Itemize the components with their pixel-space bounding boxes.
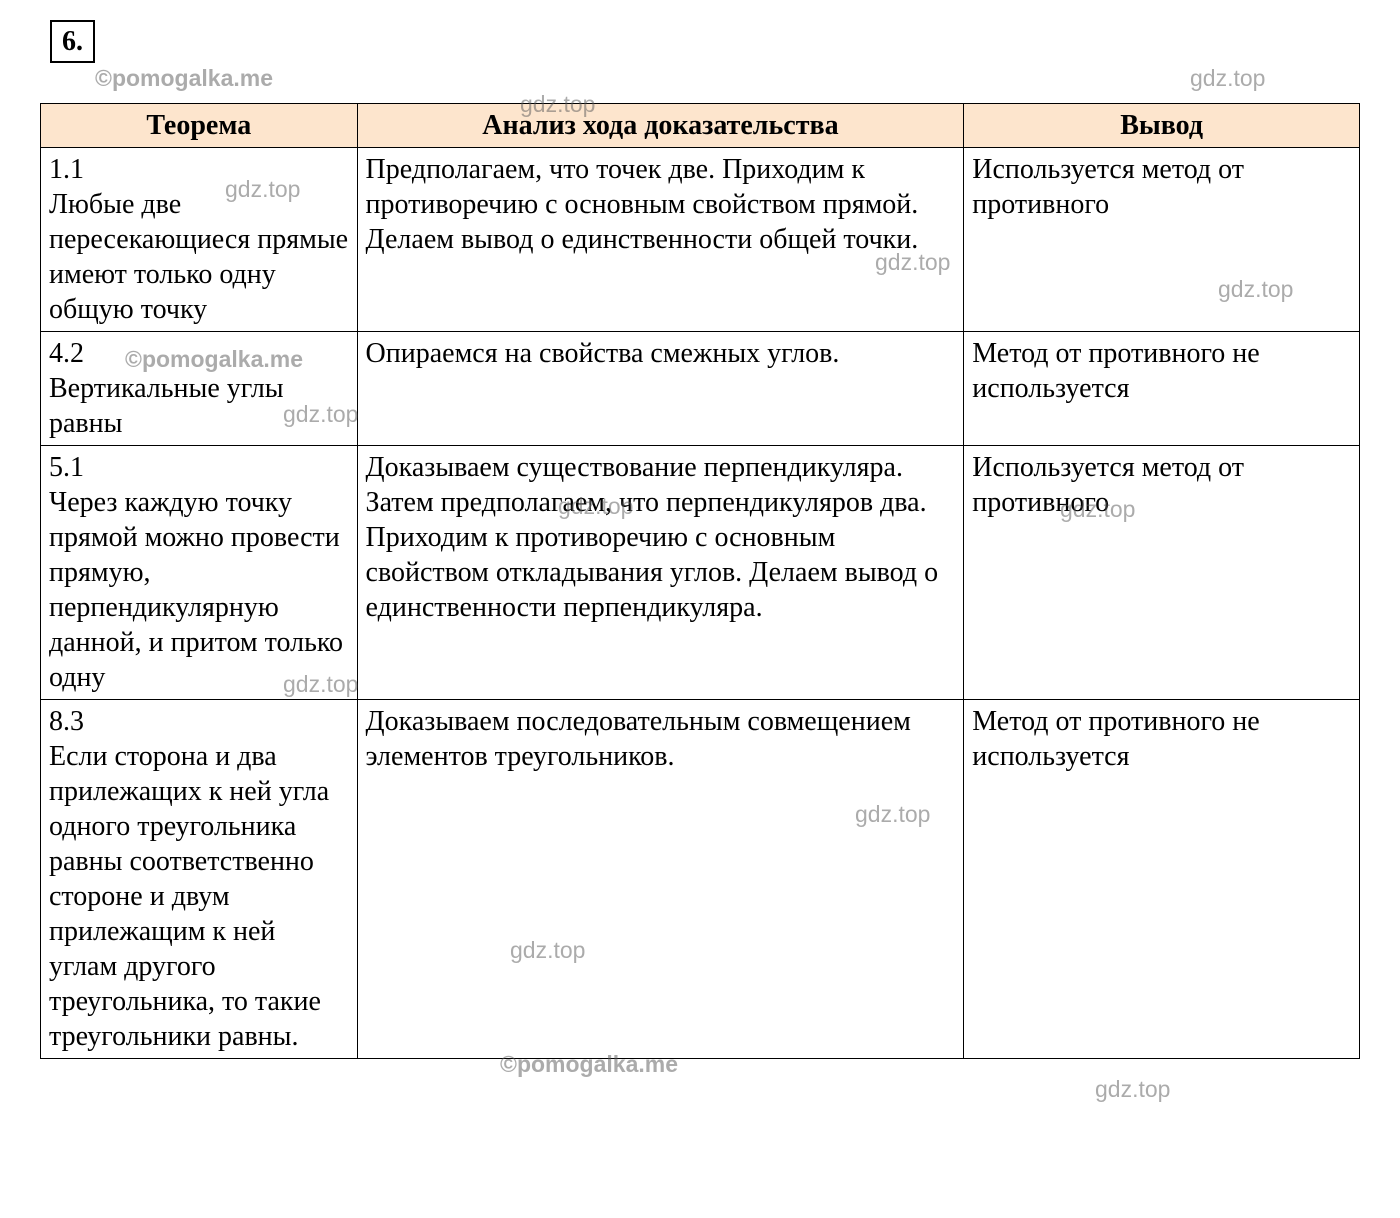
- table-row: 8.3Если сторона и два прилежащих к ней у…: [41, 700, 1360, 1059]
- cell-conclusion: Метод от противного не используется: [964, 332, 1360, 446]
- cell-theorem: 1.1Любые две пересекающиеся прямые имеют…: [41, 148, 358, 332]
- header-conclusion: Вывод: [964, 104, 1360, 148]
- cell-analysis: Доказываем последовательным совмещением …: [357, 700, 964, 1059]
- cell-conclusion: Метод от противного не используется: [964, 700, 1360, 1059]
- watermark: gdz.top: [1095, 1075, 1170, 1104]
- cell-conclusion: Используется метод от противного: [964, 446, 1360, 700]
- cell-theorem: 5.1Через каждую точку прямой можно прове…: [41, 446, 358, 700]
- cell-conclusion: Используется метод от противного: [964, 148, 1360, 332]
- theorem-text: Через каждую точку прямой можно провести…: [49, 485, 349, 695]
- theorem-number: 4.2: [49, 336, 349, 371]
- exercise-number: 6.: [50, 20, 95, 63]
- table-row: 1.1Любые две пересекающиеся прямые имеют…: [41, 148, 1360, 332]
- watermark: ©pomogalka.me: [95, 64, 273, 93]
- watermark: gdz.top: [1190, 64, 1265, 93]
- theorem-number: 8.3: [49, 704, 349, 739]
- theorem-number: 5.1: [49, 450, 349, 485]
- theorem-number: 1.1: [49, 152, 349, 187]
- header-analysis: Анализ хода доказательства: [357, 104, 964, 148]
- table-row: 4.2Вертикальные углы равныОпираемся на с…: [41, 332, 1360, 446]
- cell-analysis: Опираемся на свойства смежных углов.: [357, 332, 964, 446]
- cell-theorem: 4.2Вертикальные углы равны: [41, 332, 358, 446]
- header-theorem: Теорема: [41, 104, 358, 148]
- theorem-table: Теорема Анализ хода доказательства Вывод…: [40, 103, 1360, 1059]
- theorem-text: Если сторона и два прилежащих к ней угла…: [49, 739, 349, 1054]
- cell-analysis: Доказываем существование перпендикуляра.…: [357, 446, 964, 700]
- theorem-text: Вертикальные углы равны: [49, 371, 349, 441]
- cell-theorem: 8.3Если сторона и два прилежащих к ней у…: [41, 700, 358, 1059]
- table-row: 5.1Через каждую точку прямой можно прове…: [41, 446, 1360, 700]
- table-header-row: Теорема Анализ хода доказательства Вывод: [41, 104, 1360, 148]
- cell-analysis: Предполагаем, что точек две. Приходим к …: [357, 148, 964, 332]
- theorem-text: Любые две пересекающиеся прямые имеют то…: [49, 187, 349, 327]
